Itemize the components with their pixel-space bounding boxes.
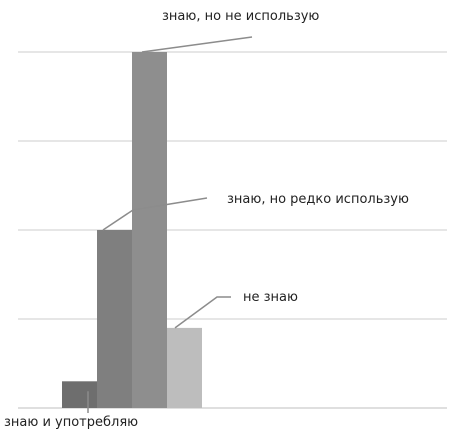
category-label: знаю, но редко использую [227, 192, 409, 207]
gridlines [18, 51, 447, 409]
leader-lines [87, 36, 253, 413]
bar [132, 52, 167, 408]
category-label: не знаю [243, 290, 298, 305]
leader-line [141, 36, 253, 53]
bar [97, 230, 132, 408]
category-label: знаю и употребляю [4, 415, 138, 430]
data-labels: знаю и употребляю знаю, но редко использ… [4, 9, 409, 430]
leader-line [102, 197, 208, 231]
bar [167, 327, 202, 408]
category-label: знаю, но не использую [162, 9, 319, 24]
bars [62, 52, 202, 408]
leader-line [174, 296, 231, 329]
bar [62, 381, 97, 408]
